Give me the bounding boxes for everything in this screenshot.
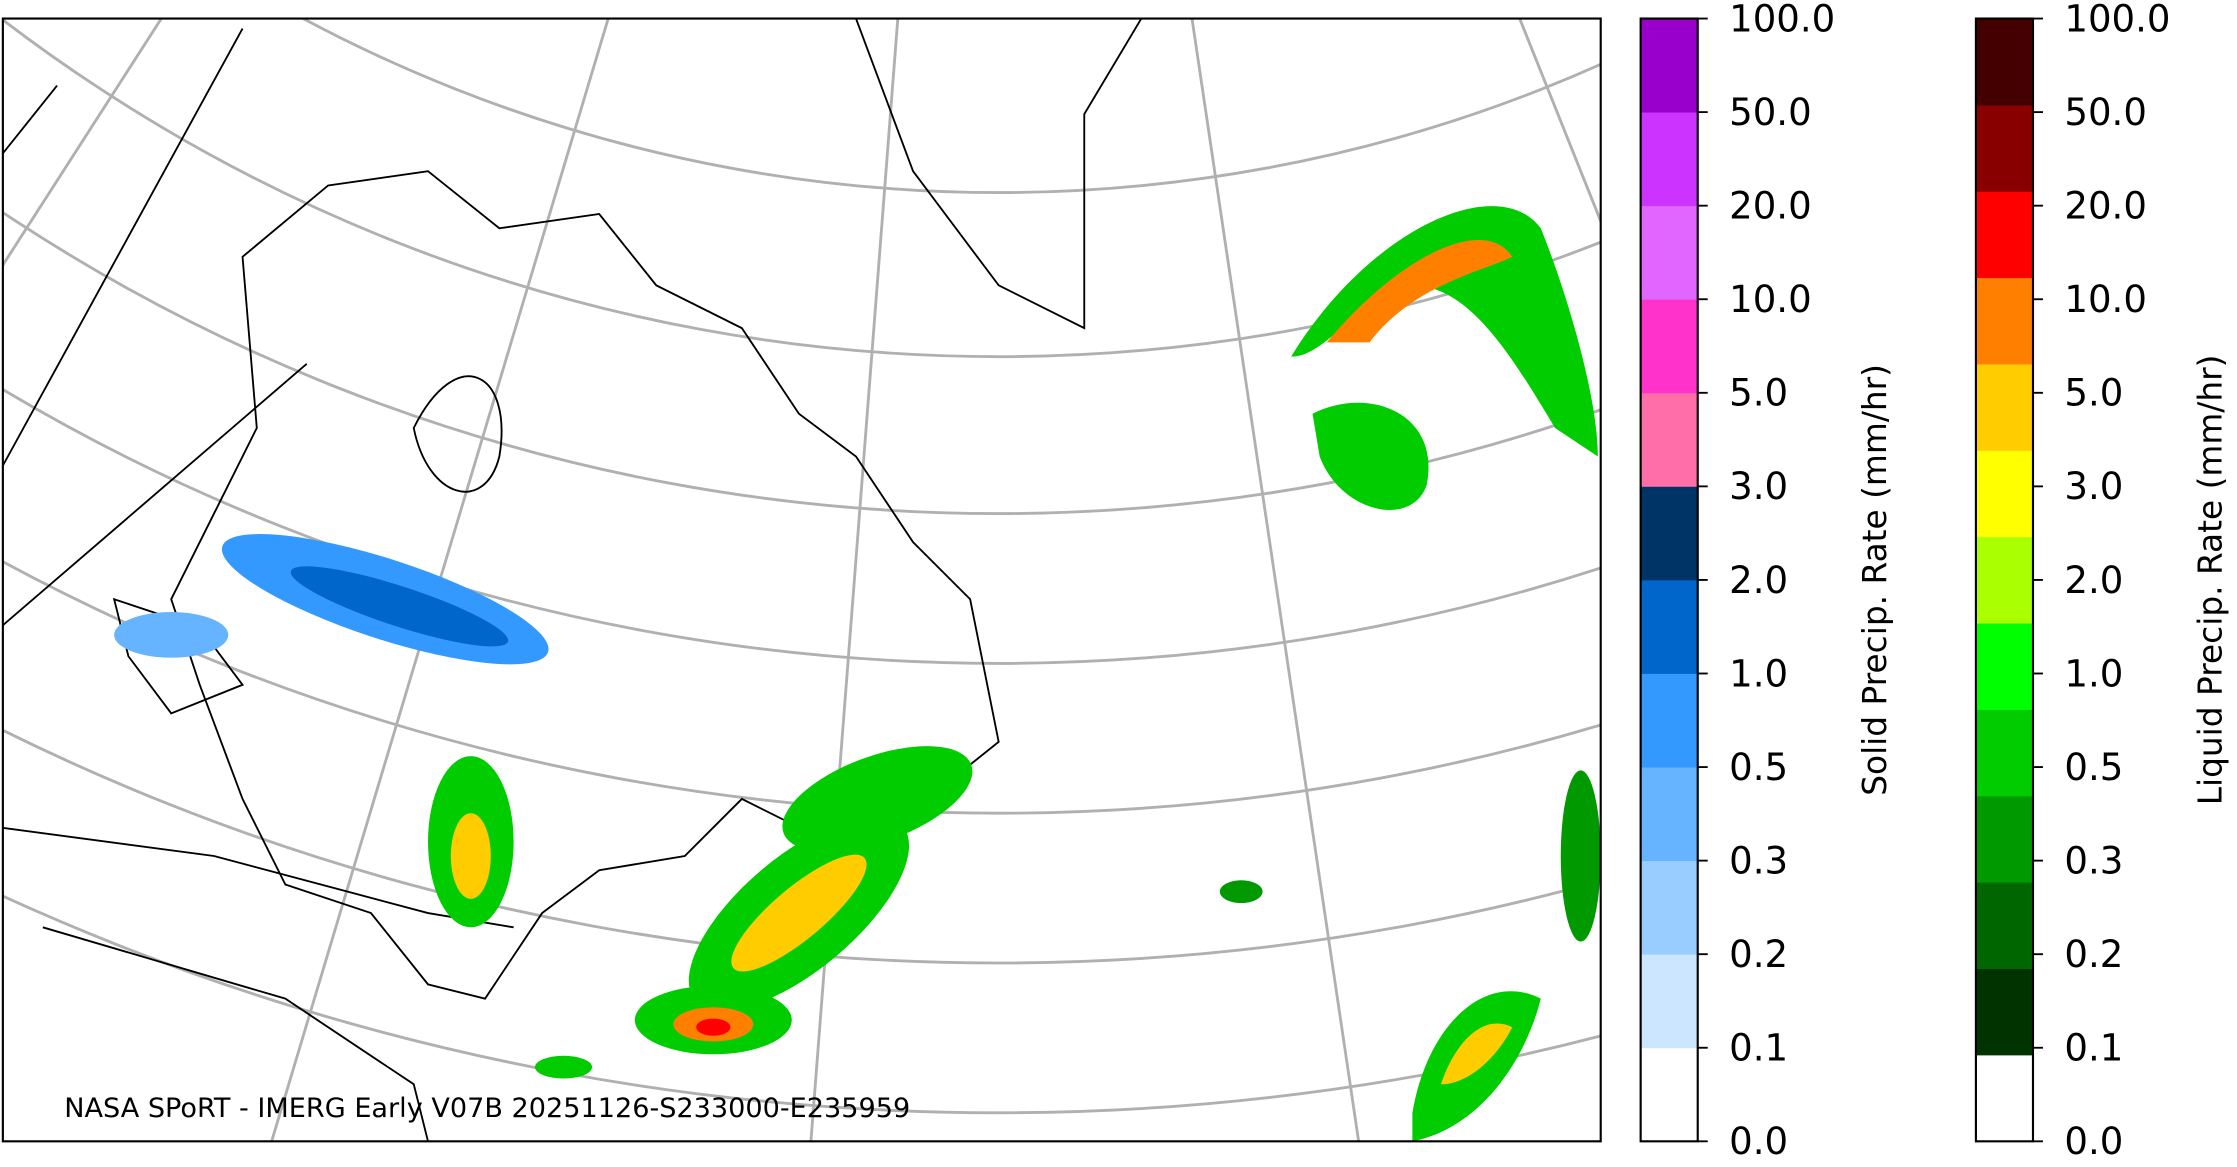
colorbar-segment (1975, 623, 2033, 710)
colorbar-tick-label: 3.0 (1729, 465, 1788, 508)
colorbar-segment (1975, 709, 2033, 797)
colorbar-tick-label: 20.0 (1729, 185, 1812, 228)
colorbar-segment (1640, 1047, 1698, 1142)
map-annotation: NASA SPoRT - IMERG Early V07B 20251126-S… (64, 1093, 910, 1124)
colorbar-segment (1975, 364, 2033, 451)
colorbar-segment (1640, 18, 1698, 113)
colorbar-segment (1975, 1054, 2033, 1142)
colorbar-tick-label: 1.0 (2064, 652, 2123, 695)
precipitation (114, 206, 1601, 1142)
colorbar-tick-label: 5.0 (1729, 372, 1788, 415)
colorbar-tick-label: 0.2 (2064, 933, 2123, 976)
colorbar-segment (1640, 860, 1698, 955)
colorbar-segment (1975, 536, 2033, 624)
colorbar-tick-label: 1.0 (1729, 652, 1788, 695)
colorbar-segment (1975, 277, 2033, 365)
colorbar-tick-label: 100.0 (1729, 0, 1835, 40)
colorbar-tick-label: 50.0 (2064, 91, 2147, 134)
colorbar-tick-label: 0.5 (1729, 746, 1788, 789)
colorbar-tick-label: 0.0 (2064, 1120, 2123, 1163)
colorbar-tick-label: 0.2 (1729, 933, 1788, 976)
colorbar-tick-label: 20.0 (2064, 185, 2147, 228)
colorbar-segment (1975, 968, 2033, 1056)
colorbar-tick-label: 0.1 (2064, 1027, 2123, 1070)
map-frame (1, 17, 1602, 1143)
colorbar-segment (1640, 486, 1698, 581)
colorbar-tick-label: 100.0 (2064, 0, 2170, 40)
colorbar-tick-label: 0.3 (1729, 839, 1788, 882)
colorbar-label: Liquid Precip. Rate (mm/hr) (2191, 355, 2229, 806)
colorbar-tick-label: 10.0 (2064, 278, 2147, 321)
colorbar-segment (1975, 191, 2033, 279)
colorbar-tick-label: 0.0 (1729, 1120, 1788, 1163)
colorbar-segment (1975, 104, 2033, 192)
colorbar-segment (1975, 882, 2033, 970)
colorbar-tick-label: 0.3 (2064, 839, 2123, 882)
colorbar-segment (1975, 795, 2033, 883)
colorbar-segment (1640, 205, 1698, 300)
colorbar-tick-label: 5.0 (2064, 372, 2123, 415)
colorbar-segment (1975, 450, 2033, 538)
colorbar-segment (1640, 299, 1698, 394)
colorbar-tick-label: 2.0 (1729, 559, 1788, 602)
colorbar-tick-label: 10.0 (1729, 278, 1812, 321)
colorbar-segment (1640, 112, 1698, 207)
colorbar-segment (1975, 18, 2033, 106)
colorbar-segment (1640, 767, 1698, 862)
colorbar-tick-label: 50.0 (1729, 91, 1812, 134)
colorbar-tick-label: 2.0 (2064, 559, 2123, 602)
colorbar-label: Solid Precip. Rate (mm/hr) (1856, 364, 1894, 796)
colorbar-segment (1640, 673, 1698, 768)
colorbar-tick-label: 0.5 (2064, 746, 2123, 789)
colorbar-tick-label: 3.0 (2064, 465, 2123, 508)
colorbar-tick-label: 0.1 (1729, 1027, 1788, 1070)
colorbar-segment (1640, 392, 1698, 487)
colorbar-segment (1640, 954, 1698, 1049)
colorbar-segment (1640, 579, 1698, 674)
